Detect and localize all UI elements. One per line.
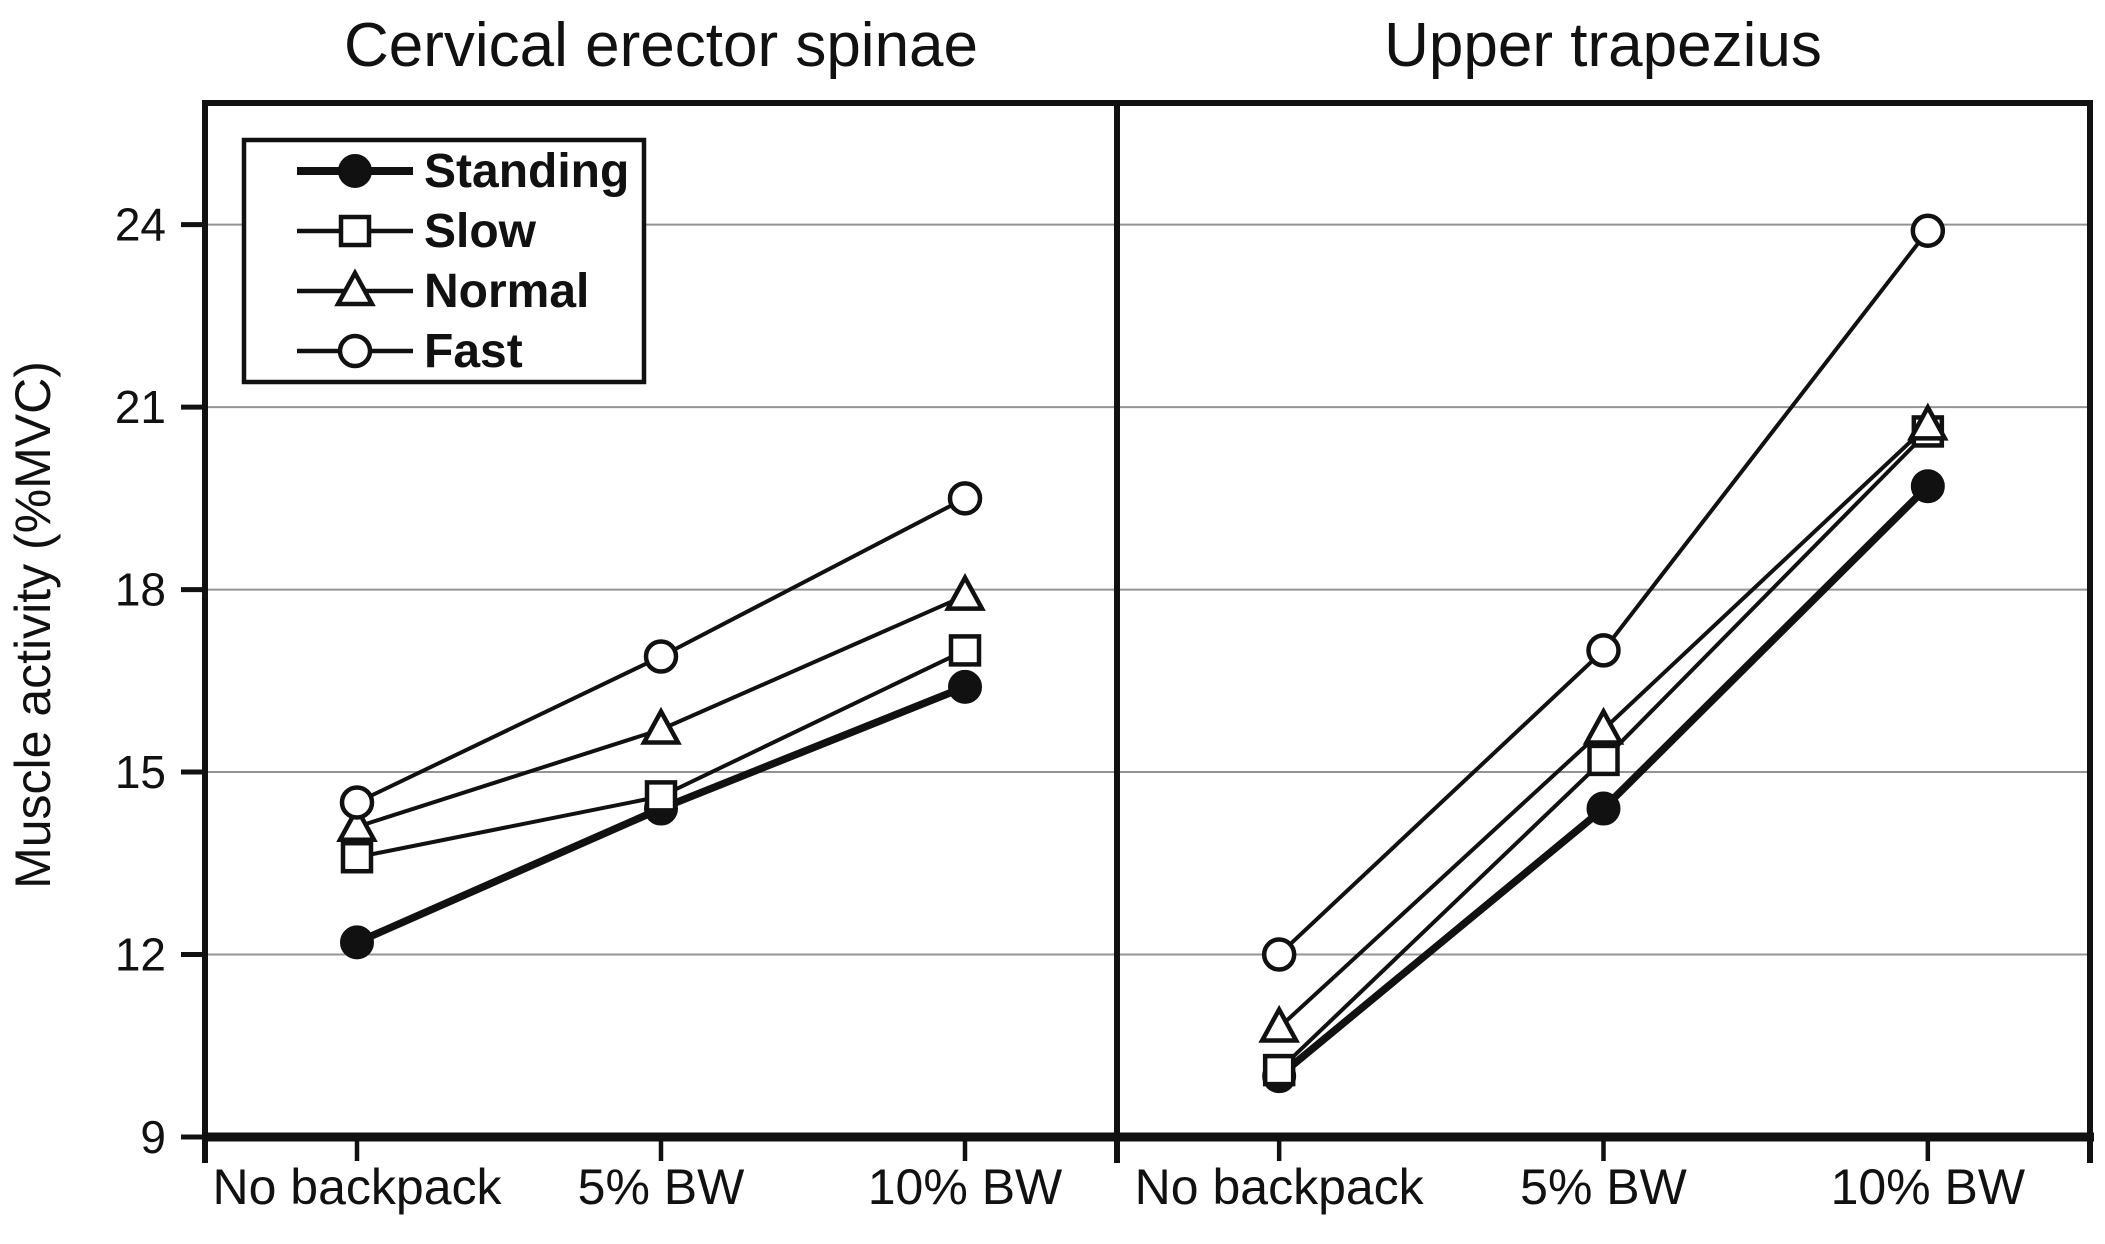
axis-labels-group: 9 12 15 18 21 24 No backpack 5% BW 10% BW No back… — [115, 199, 2026, 1215]
legend-label: Slow — [424, 205, 537, 258]
data-point-fast — [1910, 213, 1946, 248]
legend-filled-circle-icon — [338, 154, 372, 188]
data-point-slow — [1262, 1053, 1296, 1087]
data-point-slow — [948, 634, 982, 667]
y-axis-label: Muscle activity (%MVC) — [5, 361, 61, 889]
legend-label: Standing — [424, 145, 629, 198]
legend-box — [241, 137, 647, 385]
y-tick-label: 9 — [140, 1111, 166, 1163]
legend-open-circle-icon — [337, 333, 373, 369]
axis-ticks-group — [181, 222, 2093, 1163]
legend-label: Fast — [424, 325, 523, 378]
x-category-label: 10% BW — [1831, 1159, 2026, 1215]
legend-open-square-icon — [338, 214, 372, 248]
x-category-label: 10% BW — [868, 1159, 1063, 1215]
data-point-slow — [644, 780, 678, 813]
series-line-fast — [1277, 229, 1930, 956]
panel-title-right: Upper trapezius — [1384, 11, 1822, 80]
data-point-normal — [336, 804, 378, 843]
data-point-fast — [643, 639, 679, 674]
data-point-standing — [340, 925, 374, 960]
y-tick-label: 15 — [115, 746, 166, 798]
data-point-fast — [1586, 633, 1621, 668]
data-point-standing — [1910, 469, 1945, 504]
data-point-normal — [1258, 1004, 1300, 1043]
x-category-label: No backpack — [212, 1159, 502, 1215]
data-point-standing — [1586, 791, 1621, 826]
panel-title-left: Cervical erector spinae — [344, 11, 978, 80]
series-line-standing — [1276, 483, 1931, 1080]
legend-item-fast: Fast — [297, 325, 523, 378]
y-tick-label: 18 — [115, 564, 166, 616]
data-point-normal — [640, 706, 682, 745]
legend-item-normal: Normal — [297, 265, 589, 318]
legend-group: Standing Slow Normal Fast — [241, 137, 647, 385]
y-tick-label: 24 — [115, 199, 166, 251]
data-point-fast — [947, 481, 983, 516]
data-point-standing — [948, 669, 982, 704]
data-point-normal — [944, 572, 986, 611]
data-series-group — [336, 213, 1949, 1094]
data-point-slow — [340, 840, 374, 874]
data-point-fast — [339, 785, 375, 820]
legend-item-standing: Standing — [297, 145, 629, 198]
y-tick-label: 12 — [115, 929, 166, 981]
data-point-slow — [1587, 743, 1620, 777]
legend-label: Normal — [424, 265, 589, 318]
plot-frame-group — [202, 100, 2094, 1142]
series-line-slow — [356, 648, 966, 860]
x-category-label: No backpack — [1135, 1159, 1425, 1215]
legend-open-triangle-icon — [334, 268, 376, 307]
x-category-label: 5% BW — [1520, 1159, 1688, 1215]
data-point-fast — [1261, 937, 1297, 972]
legend-item-slow: Slow — [297, 205, 537, 258]
data-point-normal — [1907, 402, 1949, 441]
data-point-normal — [1582, 706, 1625, 745]
x-category-label: 5% BW — [578, 1159, 746, 1215]
y-tick-label: 21 — [115, 381, 166, 433]
